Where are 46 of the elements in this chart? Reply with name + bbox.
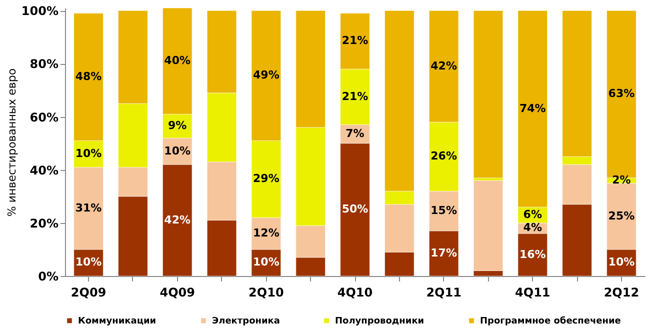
data-label: 21% xyxy=(342,90,368,103)
data-label: 63% xyxy=(608,87,635,100)
data-label: 40% xyxy=(164,54,191,68)
data-label: 17% xyxy=(430,246,457,260)
data-label: 10% xyxy=(75,256,102,269)
data-label: 12% xyxy=(253,226,280,240)
y-tick-label: 20% xyxy=(30,216,58,230)
data-label: 4% xyxy=(523,221,542,234)
data-label: 74% xyxy=(519,102,546,115)
data-label: 42% xyxy=(430,59,457,72)
data-label: 26% xyxy=(430,150,457,163)
legend-label: Электроника xyxy=(212,316,280,327)
legend-label: Полупроводники xyxy=(335,316,424,327)
legend-label: Коммуникации xyxy=(78,316,156,327)
x-tick-label: 4Q10 xyxy=(337,286,373,300)
legend-label: Программное обеспечение xyxy=(480,316,621,327)
data-label: 10% xyxy=(75,146,102,160)
data-label: 25% xyxy=(608,209,635,222)
data-label: 10% xyxy=(164,144,191,158)
y-tick-label: 100% xyxy=(21,4,58,18)
y-tick-label: 0% xyxy=(38,270,58,284)
data-label: 42% xyxy=(164,213,191,226)
data-label: 50% xyxy=(342,202,368,216)
data-label: 49% xyxy=(253,68,280,82)
y-axis-title: % инвестированных евро xyxy=(5,68,18,217)
x-tick-label: 2Q09 xyxy=(70,286,106,300)
x-tick-label: 2Q11 xyxy=(426,286,462,300)
data-label: 29% xyxy=(253,172,280,186)
data-label: 48% xyxy=(75,70,102,83)
x-tick-label: 4Q09 xyxy=(160,286,195,300)
y-tick-label: 80% xyxy=(30,57,58,72)
data-label: 10% xyxy=(608,256,635,269)
data-label: 9% xyxy=(168,119,187,132)
bar xyxy=(473,10,504,178)
data-label: 31% xyxy=(75,201,102,214)
x-tick-label: 2Q12 xyxy=(604,286,640,300)
data-label: 10% xyxy=(253,256,280,269)
data-label: 16% xyxy=(519,248,546,261)
data-label: 6% xyxy=(523,208,542,221)
data-label: 21% xyxy=(342,34,368,48)
y-tick-label: 40% xyxy=(30,163,58,178)
data-label: 7% xyxy=(346,127,364,140)
data-label: 15% xyxy=(430,204,457,217)
x-tick-label: 2Q10 xyxy=(248,286,284,300)
y-tick-label: 60% xyxy=(30,110,58,124)
x-tick-label: 4Q11 xyxy=(515,286,550,300)
